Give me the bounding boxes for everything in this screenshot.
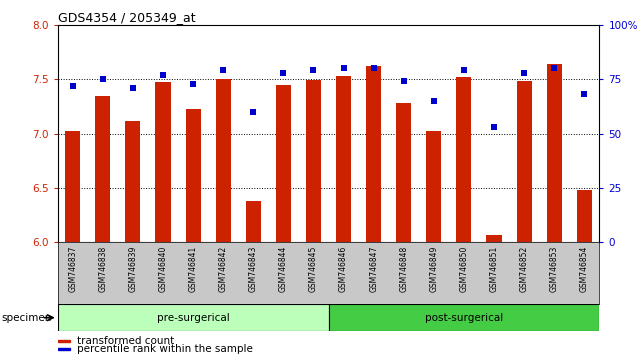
Point xyxy=(218,68,228,73)
Bar xyxy=(246,201,261,242)
Bar xyxy=(487,235,501,242)
Text: specimen: specimen xyxy=(1,313,52,323)
Text: GSM746849: GSM746849 xyxy=(429,246,438,292)
Text: GSM746846: GSM746846 xyxy=(339,246,348,292)
Point xyxy=(429,98,439,104)
Text: GSM746847: GSM746847 xyxy=(369,246,378,292)
Bar xyxy=(186,109,201,242)
Point xyxy=(278,70,288,75)
Text: GSM746852: GSM746852 xyxy=(520,246,529,292)
Bar xyxy=(577,190,592,242)
Bar xyxy=(58,304,328,331)
Bar xyxy=(456,77,471,242)
Bar xyxy=(426,131,442,242)
Point xyxy=(579,92,590,97)
Point xyxy=(338,65,349,71)
Point xyxy=(519,70,529,75)
Text: transformed count: transformed count xyxy=(77,336,174,346)
Text: GDS4354 / 205349_at: GDS4354 / 205349_at xyxy=(58,11,196,24)
Point xyxy=(248,109,258,115)
Text: GSM746850: GSM746850 xyxy=(460,246,469,292)
Bar xyxy=(215,79,231,242)
Bar xyxy=(276,85,291,242)
Bar xyxy=(126,121,140,242)
Bar xyxy=(396,103,412,242)
Text: GSM746843: GSM746843 xyxy=(249,246,258,292)
Point xyxy=(308,68,319,73)
Point xyxy=(67,83,78,88)
Bar xyxy=(156,82,171,242)
Point xyxy=(97,76,108,82)
Point xyxy=(459,68,469,73)
Point xyxy=(128,85,138,91)
Bar xyxy=(306,80,321,242)
Text: pre-surgerical: pre-surgerical xyxy=(157,313,229,323)
Bar xyxy=(96,96,110,242)
Text: percentile rank within the sample: percentile rank within the sample xyxy=(77,344,253,354)
Text: GSM746851: GSM746851 xyxy=(490,246,499,292)
Bar xyxy=(328,304,599,331)
Point xyxy=(369,65,379,71)
Point xyxy=(158,72,168,78)
Bar xyxy=(547,64,562,242)
Text: GSM746839: GSM746839 xyxy=(128,246,137,292)
Point xyxy=(188,81,198,86)
Text: GSM746841: GSM746841 xyxy=(188,246,197,292)
Text: GSM746853: GSM746853 xyxy=(550,246,559,292)
Text: GSM746838: GSM746838 xyxy=(98,246,107,292)
Point xyxy=(489,124,499,130)
Point xyxy=(399,79,409,84)
Text: GSM746842: GSM746842 xyxy=(219,246,228,292)
Bar xyxy=(58,348,70,350)
Text: GSM746840: GSM746840 xyxy=(158,246,167,292)
Text: GSM746844: GSM746844 xyxy=(279,246,288,292)
Bar xyxy=(517,81,531,242)
Bar xyxy=(336,76,351,242)
Text: GSM746845: GSM746845 xyxy=(309,246,318,292)
Bar xyxy=(65,131,80,242)
Bar xyxy=(366,66,381,242)
Text: GSM746848: GSM746848 xyxy=(399,246,408,292)
Point xyxy=(549,65,560,71)
Bar xyxy=(58,339,70,342)
Text: GSM746837: GSM746837 xyxy=(68,246,77,292)
Text: GSM746854: GSM746854 xyxy=(580,246,589,292)
Text: post-surgerical: post-surgerical xyxy=(425,313,503,323)
